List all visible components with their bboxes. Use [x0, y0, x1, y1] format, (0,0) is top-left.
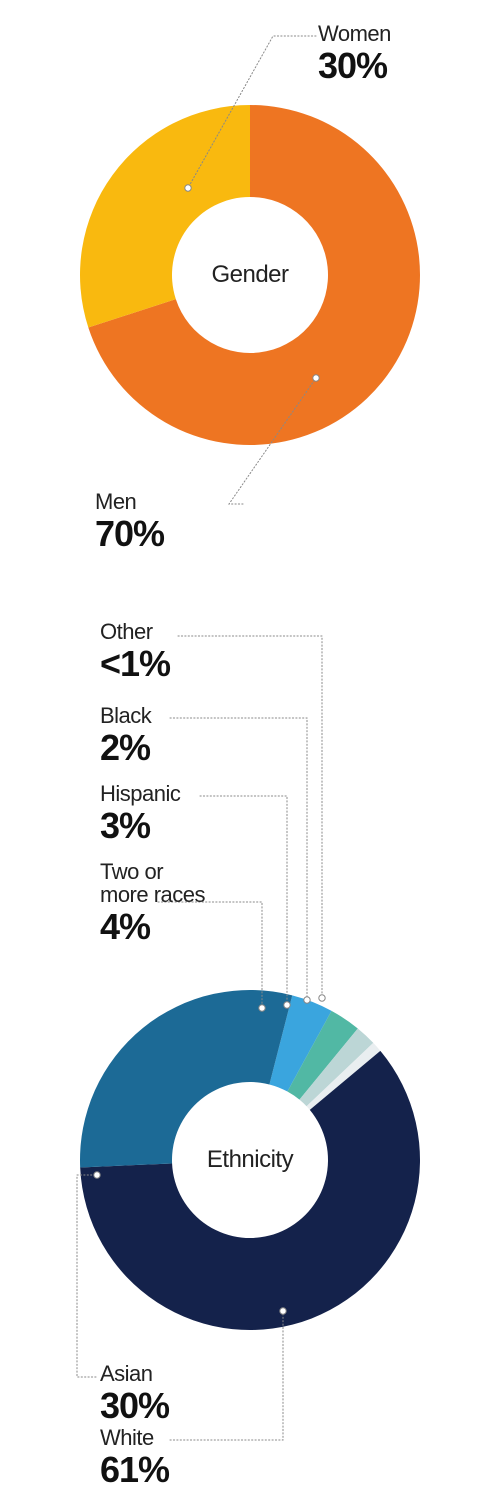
anchor-dot	[304, 997, 310, 1003]
label-white: White61%	[100, 1426, 169, 1489]
chart-svg	[0, 610, 500, 1470]
chart-gender: Gender Men70% Women30%	[0, 0, 500, 610]
label-name: Two or more races	[100, 860, 205, 906]
label-other: Other<1%	[100, 620, 170, 683]
label-hispanic: Hispanic3%	[100, 782, 180, 845]
leader-line	[170, 718, 307, 1000]
label-black: Black2%	[100, 704, 151, 767]
label-name: Other	[100, 620, 170, 643]
label-value: 4%	[100, 908, 205, 946]
label-men: Men70%	[95, 490, 164, 553]
label-value: 3%	[100, 807, 180, 845]
anchor-dot	[313, 375, 319, 381]
label-value: 30%	[318, 47, 391, 85]
label-value: 2%	[100, 729, 151, 767]
label-name: Hispanic	[100, 782, 180, 805]
anchor-dot	[185, 185, 191, 191]
chart-center-title: Gender	[170, 261, 330, 289]
anchor-dot	[284, 1002, 290, 1008]
label-name: Asian	[100, 1362, 169, 1385]
anchor-dot	[319, 995, 325, 1001]
label-value: <1%	[100, 645, 170, 683]
label-twoplus: Two or more races4%	[100, 860, 205, 946]
anchor-dot	[259, 1005, 265, 1011]
label-name: Women	[318, 22, 391, 45]
chart-center-title: Ethnicity	[170, 1146, 330, 1174]
label-name: Black	[100, 704, 151, 727]
chart-svg	[0, 0, 500, 610]
anchor-dot	[94, 1172, 100, 1178]
slice-asian	[80, 990, 292, 1168]
anchor-dot	[280, 1308, 286, 1314]
leader-line	[200, 796, 287, 1005]
slice-women	[80, 105, 250, 328]
leader-line	[170, 1311, 283, 1440]
label-asian: Asian30%	[100, 1362, 169, 1425]
label-value: 70%	[95, 515, 164, 553]
label-women: Women30%	[318, 22, 391, 85]
label-value: 30%	[100, 1387, 169, 1425]
chart-ethnicity: Ethnicity Other<1% Black2% Hispanic3% Two or…	[0, 610, 500, 1470]
label-name: Men	[95, 490, 164, 513]
label-name: White	[100, 1426, 169, 1449]
